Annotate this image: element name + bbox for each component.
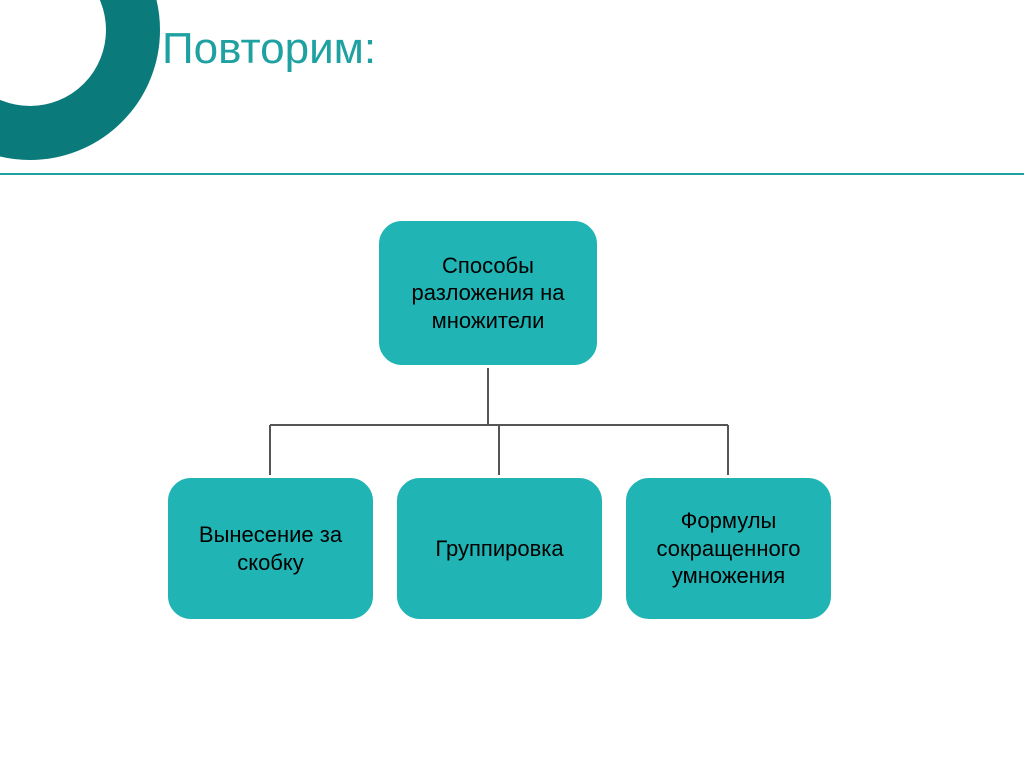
child-node-0: Вынесение за скобку — [165, 475, 376, 622]
connector-trunk — [487, 368, 489, 425]
root-node-label: Способы разложения на множители — [387, 252, 589, 335]
corner-ring-icon — [0, 0, 160, 160]
child-node-2: Формулы сокращенного умножения — [623, 475, 834, 622]
slide-title: Повторим: — [162, 24, 376, 74]
title-divider — [0, 173, 1024, 175]
root-node: Способы разложения на множители — [376, 218, 600, 368]
child-node-2-label: Формулы сокращенного умножения — [634, 507, 823, 590]
child-node-1-label: Группировка — [435, 535, 563, 563]
connector-drop-0 — [269, 425, 271, 475]
connector-drop-2 — [727, 425, 729, 475]
child-node-0-label: Вынесение за скобку — [176, 521, 365, 576]
connector-drop-1 — [498, 425, 500, 475]
child-node-1: Группировка — [394, 475, 605, 622]
